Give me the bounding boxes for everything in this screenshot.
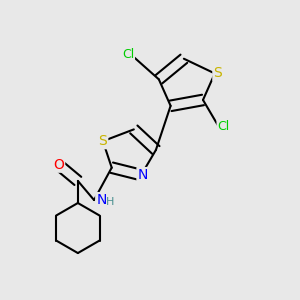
Text: Cl: Cl	[122, 48, 134, 61]
Text: O: O	[53, 158, 64, 172]
Text: S: S	[213, 66, 222, 80]
Text: H: H	[106, 197, 114, 207]
Text: N: N	[96, 193, 106, 207]
Text: Cl: Cl	[218, 120, 230, 133]
Text: N: N	[137, 168, 148, 182]
Text: S: S	[98, 134, 107, 148]
